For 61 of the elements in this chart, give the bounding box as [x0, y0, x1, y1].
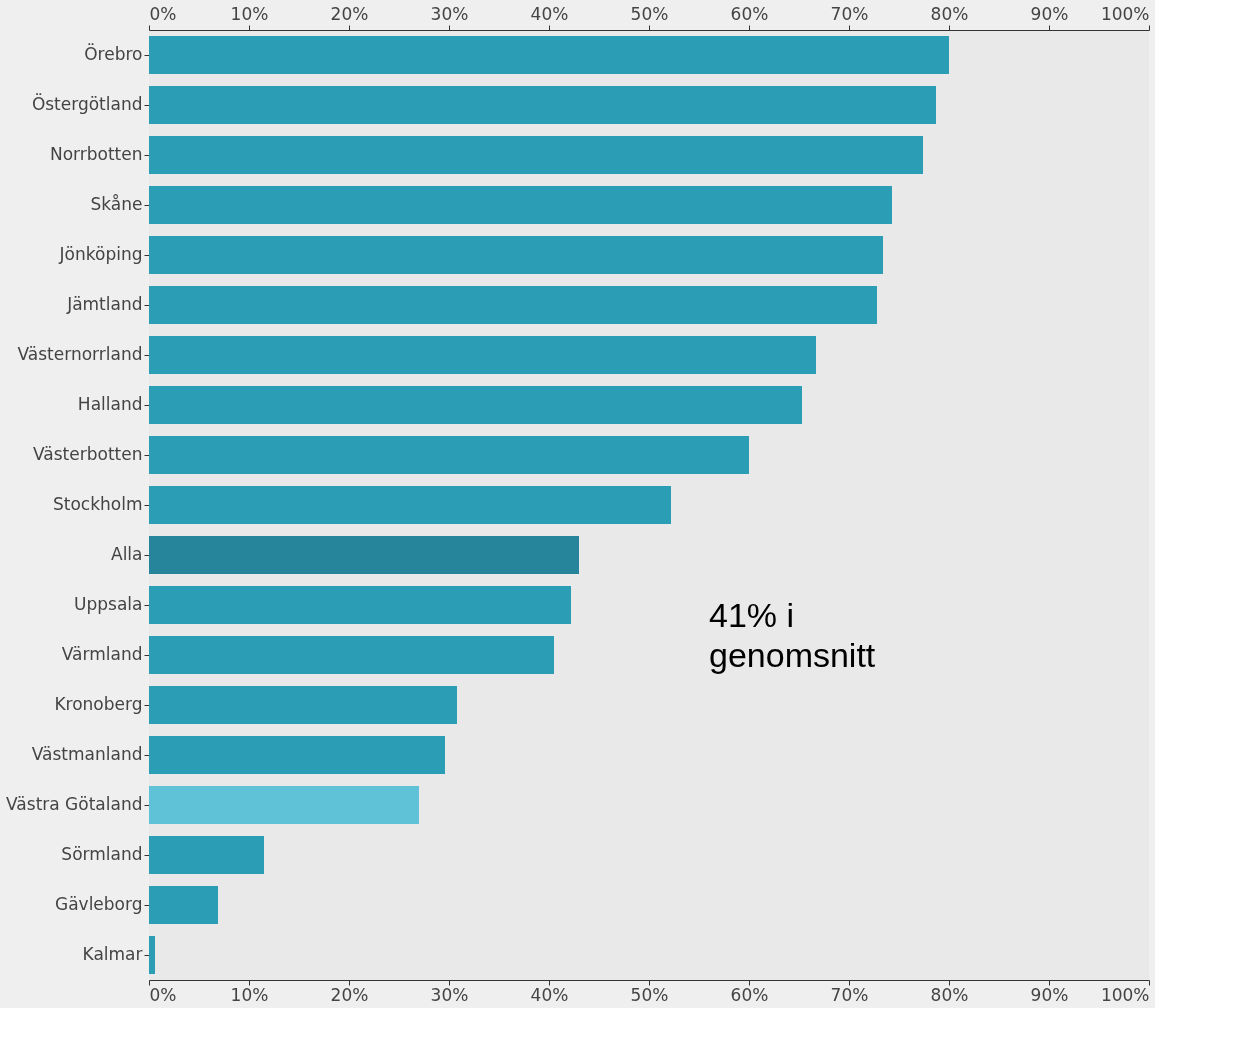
x2-tick-label: 10%: [230, 3, 269, 24]
y-tick-label: Värmland: [61, 644, 143, 664]
bar: [149, 286, 877, 324]
y-tick-label: Stockholm: [52, 494, 143, 514]
bar: [149, 386, 802, 424]
y-tick-label: Jämtland: [66, 294, 143, 314]
bar: [149, 436, 749, 474]
bar: [149, 586, 571, 624]
x-tick-label: 70%: [830, 984, 869, 1005]
y-tick-label: Halland: [77, 394, 143, 414]
bar: [149, 686, 457, 724]
y-tick-label: Östergötland: [31, 93, 143, 114]
x2-tick-label: 0%: [149, 3, 177, 24]
x-tick-label: 20%: [330, 984, 369, 1005]
y-tick-label: Kalmar: [82, 944, 143, 964]
bar: [149, 136, 923, 174]
bar: [149, 86, 936, 124]
y-tick-label: Västmanland: [31, 744, 143, 764]
y-tick-label: Skåne: [90, 194, 143, 214]
x2-tick-label: 50%: [630, 3, 669, 24]
x-tick-label: 0%: [149, 984, 177, 1005]
x2-tick-label: 90%: [1030, 3, 1069, 24]
y-tick-label: Kronoberg: [54, 694, 143, 714]
x2-tick-label: 80%: [930, 3, 969, 24]
y-tick-label: Västernorrland: [17, 344, 143, 364]
annotation: 41% i genomsnitt: [709, 596, 876, 674]
y-tick-label: Norrbotten: [49, 144, 143, 164]
bar: [149, 336, 816, 374]
x2-tick-label: 20%: [330, 3, 369, 24]
bar: [149, 836, 264, 874]
x-tick-label: 30%: [430, 984, 469, 1005]
bar: [149, 786, 419, 824]
x2-tick-label: 60%: [730, 3, 769, 24]
x2-tick-label: 40%: [530, 3, 569, 24]
y-tick-label: Västerbotten: [33, 444, 143, 464]
x-tick-label: 40%: [530, 984, 569, 1005]
x-tick-label: 50%: [630, 984, 669, 1005]
y-tick-label: Örebro: [84, 43, 143, 64]
bar: [149, 236, 883, 274]
x2-tick-label: 30%: [430, 3, 469, 24]
x2-tick-label: 100%: [1100, 3, 1150, 24]
bar: [149, 936, 155, 974]
x-tick-label: 10%: [230, 984, 269, 1005]
y-tick-label: Uppsala: [74, 594, 143, 614]
bar: [149, 886, 218, 924]
y-tick-label: Sörmland: [61, 844, 143, 864]
x-tick-label: 60%: [730, 984, 769, 1005]
y-tick-label: Jönköping: [58, 244, 143, 264]
x-tick-label: 80%: [930, 984, 969, 1005]
bar: [149, 736, 445, 774]
y-tick-label: Västra Götaland: [6, 794, 143, 814]
y-tick-label: Alla: [111, 544, 143, 564]
bar: [149, 36, 949, 74]
bar: [149, 186, 892, 224]
bar: [149, 486, 671, 524]
x2-tick-label: 70%: [830, 3, 869, 24]
x-tick-label: 90%: [1030, 984, 1069, 1005]
x-tick-label: 100%: [1100, 984, 1150, 1005]
bar: [149, 636, 554, 674]
y-tick-label: Gävleborg: [54, 894, 143, 914]
bar: [149, 536, 579, 574]
